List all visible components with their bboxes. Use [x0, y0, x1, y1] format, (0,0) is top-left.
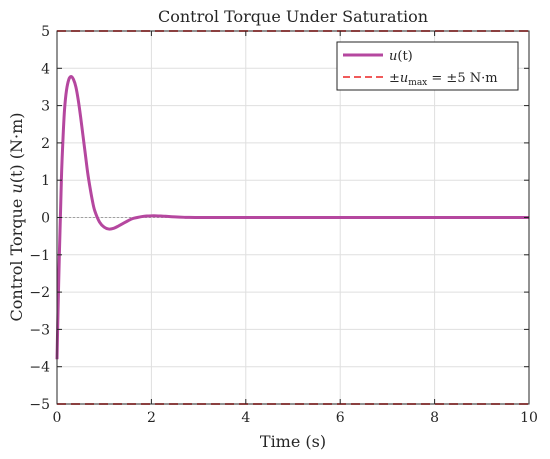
- legend-label-u: u(t): [389, 49, 413, 64]
- y-tick-label: 2: [41, 136, 50, 152]
- x-tick-label: 4: [241, 410, 250, 426]
- y-axis-label: Control Torque u(t) (N·m): [7, 113, 26, 322]
- y-tick-label: 0: [41, 211, 50, 227]
- x-tick-label: 2: [147, 410, 156, 426]
- y-tick-label: −4: [29, 360, 50, 376]
- x-tick-label: 6: [336, 410, 345, 426]
- x-tick-labels: 0 2 4 6 8 10: [53, 410, 538, 426]
- x-tick-label: 10: [520, 410, 538, 426]
- chart-title: Control Torque Under Saturation: [158, 7, 428, 26]
- y-tick-label: 4: [41, 61, 50, 77]
- y-tick-label: −5: [29, 397, 50, 413]
- grid: [56, 30, 530, 405]
- legend-label-limit: ±umax = ±5 N·m: [389, 71, 498, 88]
- y-tick-label: 5: [41, 24, 50, 40]
- legend: u(t) ±umax = ±5 N·m: [336, 41, 519, 91]
- legend-box: [336, 41, 519, 91]
- x-tick-label: 8: [430, 410, 439, 426]
- y-tick-label: −1: [29, 248, 50, 264]
- x-axis-label: Time (s): [260, 432, 326, 451]
- y-tick-label: 3: [41, 99, 50, 115]
- y-tick-label: −2: [29, 285, 50, 301]
- y-tick-label: −3: [29, 322, 50, 338]
- y-tick-labels: −5 −4 −3 −2 −1 0 1 2 3 4 5: [29, 24, 50, 413]
- tick-marks: [56, 30, 530, 405]
- series-line-u: [55, 75, 529, 360]
- x-tick-label: 0: [53, 410, 62, 426]
- y-tick-label: 1: [41, 173, 50, 189]
